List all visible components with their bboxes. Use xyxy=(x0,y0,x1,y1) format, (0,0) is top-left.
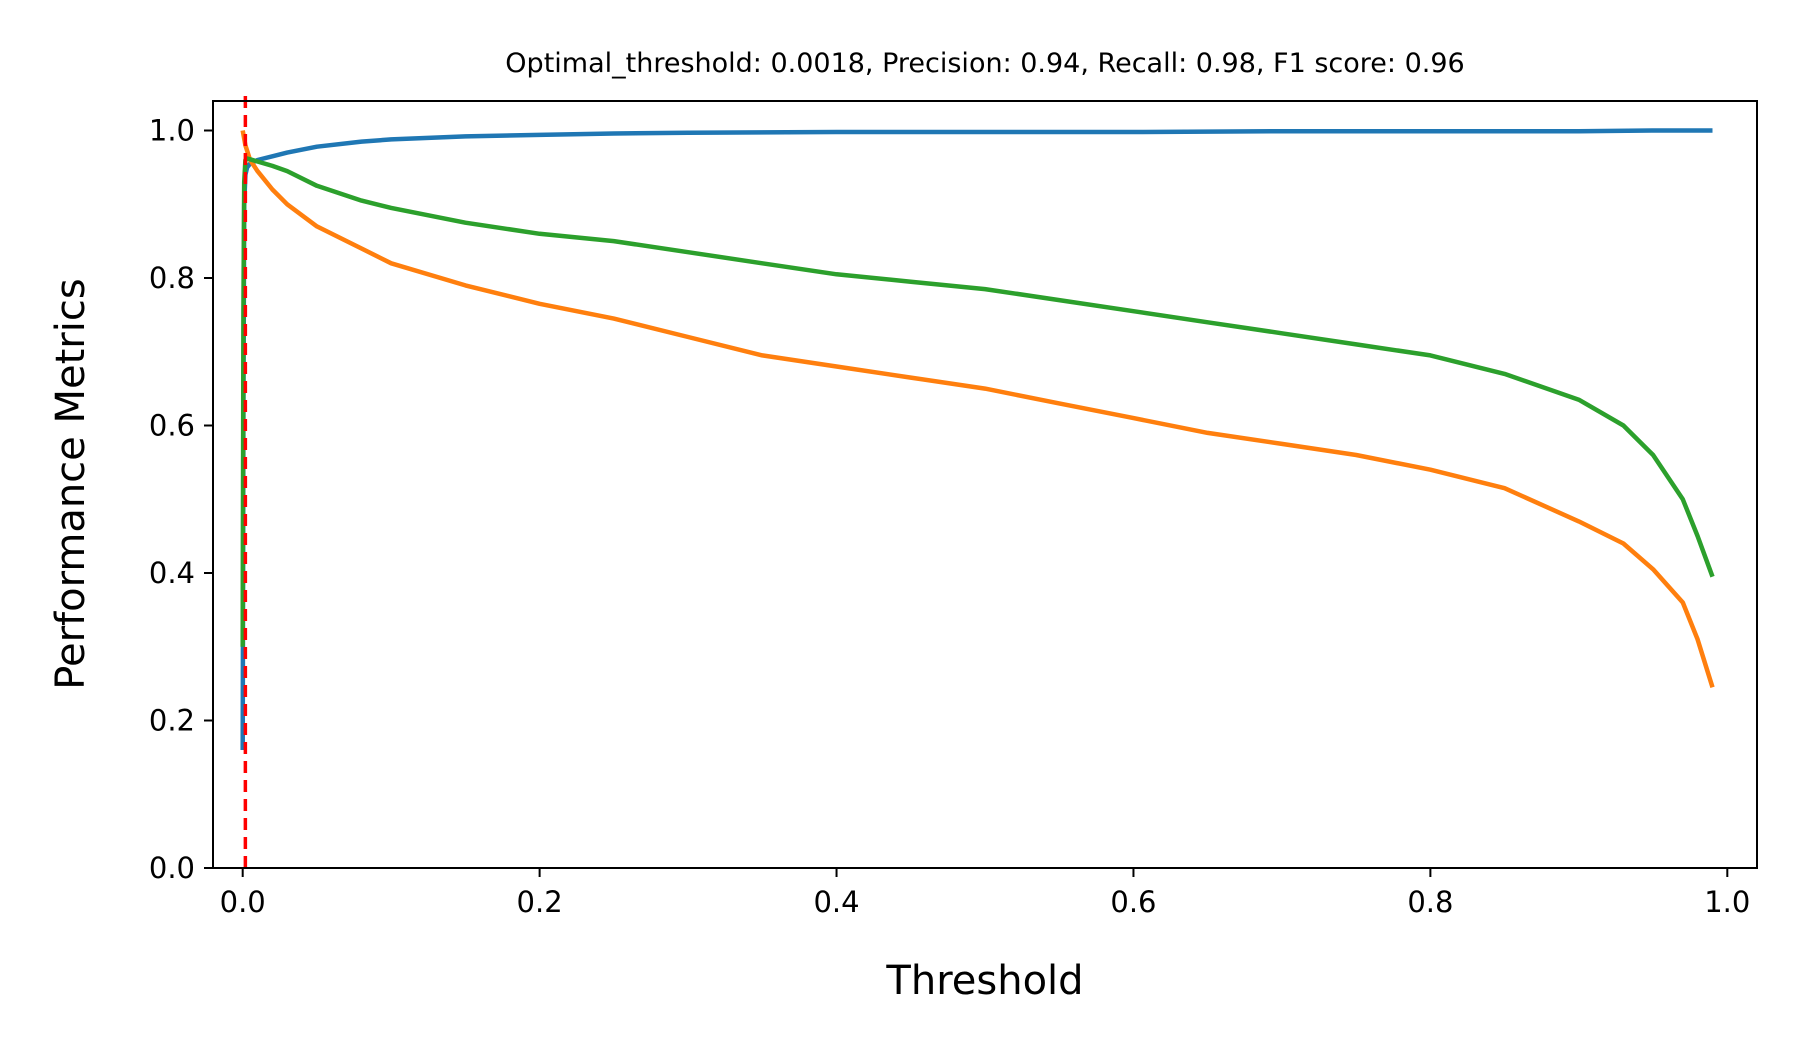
y-tick-label: 0.2 xyxy=(149,704,195,738)
plot-frame xyxy=(212,100,1758,869)
y-axis-label: Performance Metrics xyxy=(48,278,94,689)
x-tick-label: 0.8 xyxy=(1407,885,1453,919)
series-line-2 xyxy=(240,130,1715,688)
series-layer xyxy=(240,128,1715,751)
series-line-3 xyxy=(240,156,1715,647)
y-tick-label: 0.8 xyxy=(149,261,195,295)
x-tick-label: 0.6 xyxy=(1110,885,1156,919)
x-tick-label: 1.0 xyxy=(1704,885,1750,919)
x-tick-label: 0.4 xyxy=(813,885,859,919)
x-axis: 0.0 0.2 0.4 0.6 0.8 1.0 xyxy=(220,868,1750,919)
y-tick-label: 0.6 xyxy=(149,409,195,443)
y-tick-label: 0.4 xyxy=(149,556,195,590)
x-tick-label: 0.0 xyxy=(220,885,266,919)
x-tick-label: 0.2 xyxy=(517,885,563,919)
y-axis: 0.0 0.2 0.4 0.6 0.8 1.0 xyxy=(149,114,213,885)
y-tick-label: 1.0 xyxy=(149,114,195,148)
chart-title: Optimal_threshold: 0.0018, Precision: 0.… xyxy=(505,48,1464,79)
y-tick-label: 0.0 xyxy=(149,851,195,885)
x-axis-label: Threshold xyxy=(885,958,1083,1004)
